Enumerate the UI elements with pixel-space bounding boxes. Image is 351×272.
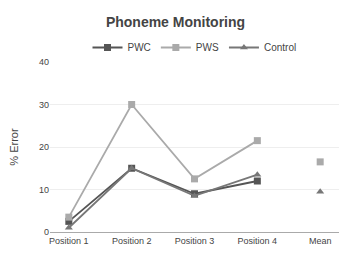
svg-text:% Error: % Error (8, 128, 20, 166)
svg-text:Position 4: Position 4 (238, 236, 278, 246)
svg-text:Position 1: Position 1 (49, 236, 89, 246)
svg-text:Phoneme Monitoring: Phoneme Monitoring (106, 14, 245, 30)
svg-text:PWS: PWS (196, 42, 219, 53)
svg-text:20: 20 (39, 142, 49, 152)
svg-text:Control: Control (264, 42, 296, 53)
svg-text:30: 30 (39, 100, 49, 110)
svg-text:Position 2: Position 2 (112, 236, 152, 246)
svg-text:0: 0 (44, 227, 49, 237)
svg-text:10: 10 (39, 185, 49, 195)
svg-text:40: 40 (39, 57, 49, 67)
svg-text:Mean: Mean (309, 236, 332, 246)
svg-text:PWC: PWC (128, 42, 151, 53)
svg-text:Position 3: Position 3 (175, 236, 215, 246)
